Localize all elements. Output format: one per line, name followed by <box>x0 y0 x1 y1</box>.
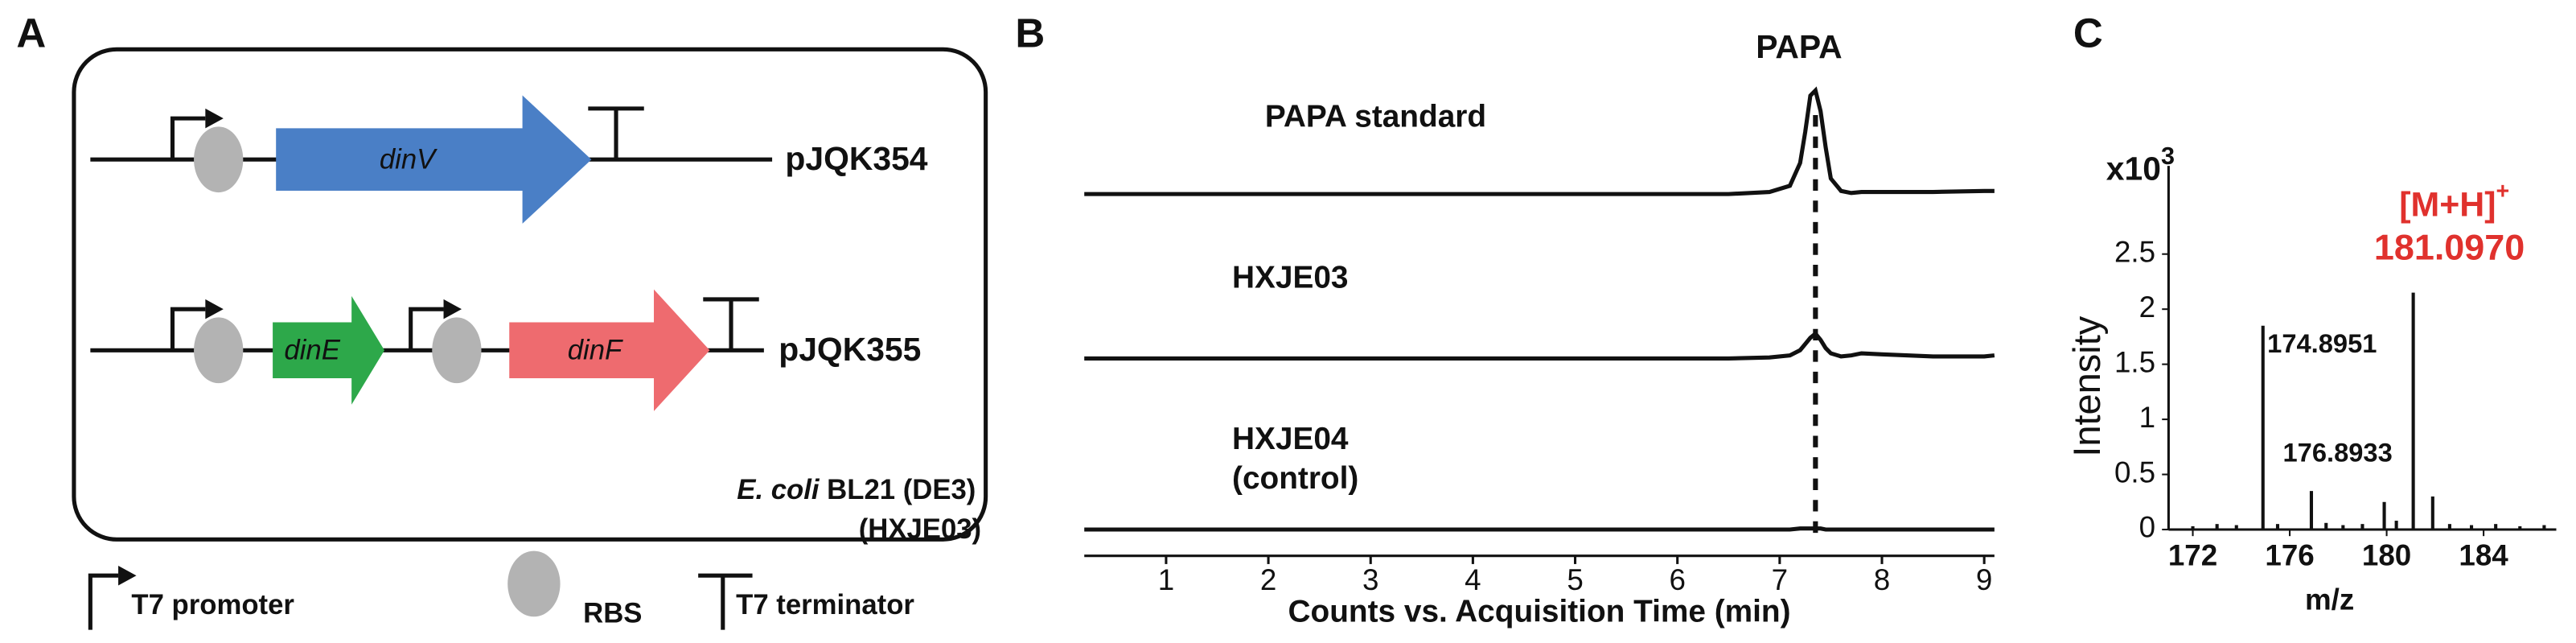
x-tick-label: 1 <box>1158 563 1174 596</box>
legend-label: RBS <box>583 598 642 629</box>
plasmid-label: pJQK354 <box>785 140 927 177</box>
legend-symbols <box>88 573 753 630</box>
rbs <box>194 317 244 384</box>
y-tick-label: 1 <box>2139 401 2155 434</box>
y-tick-label: 0 <box>2139 511 2155 544</box>
rbs <box>432 317 482 384</box>
peak-annotation: 176.8933 <box>2283 438 2393 468</box>
x-tick-label: 9 <box>1976 563 1992 596</box>
x-tick-label: 184 <box>2459 538 2508 571</box>
promoter-arrowhead <box>443 299 462 319</box>
gene-label: dinE <box>284 335 340 365</box>
x-tick-label: 4 <box>1465 563 1481 596</box>
legend-rbs <box>507 550 561 617</box>
x-tick-label: 2 <box>1260 563 1276 596</box>
trace-label: HXJE03 <box>1232 261 1348 295</box>
trace <box>1084 331 1995 361</box>
host-strain: BL21 (DE3) <box>827 475 976 505</box>
host-label: E. coli BL21 (DE3) <box>737 475 976 505</box>
y-multiplier-base: x10 <box>2106 150 2161 187</box>
x-tick-label: 180 <box>2362 538 2411 571</box>
x-axis-label: Counts vs. Acquisition Time (min) <box>1288 594 1791 629</box>
x-tick-label: 7 <box>1772 563 1788 596</box>
y-tick-label: 0.5 <box>2114 455 2155 488</box>
y-tick-label: 2 <box>2139 291 2155 324</box>
y-tick-label: 1.5 <box>2114 345 2155 378</box>
main-peak-label: 181.0970 <box>2374 226 2525 267</box>
gene-label: dinF <box>568 335 623 365</box>
y-multiplier-exp: 3 <box>2161 142 2175 170</box>
panel-label: C <box>2073 10 2103 56</box>
ion-formula: [M+H] <box>2399 186 2496 225</box>
x-tick-label: 176 <box>2265 538 2314 571</box>
x-tick-label: 172 <box>2168 538 2217 571</box>
gene-arrow <box>509 289 710 411</box>
panel-label: A <box>16 10 46 56</box>
x-tick-label: 8 <box>1874 563 1890 596</box>
y-axis-label: Intensity <box>2065 315 2108 457</box>
trace-label: HXJE04 <box>1232 422 1349 456</box>
gene-label: dinV <box>380 144 438 175</box>
ion-charge: + <box>2496 179 2509 204</box>
promoter-arrowhead <box>205 299 224 319</box>
trace <box>1084 86 1995 196</box>
y-multiplier: x103 <box>2106 142 2175 187</box>
peak-label: PAPA <box>1756 28 1842 65</box>
peak-annotation: 174.8951 <box>2267 328 2377 358</box>
rbs <box>194 126 244 193</box>
legend-arrowhead <box>118 565 137 586</box>
plasmid-label: pJQK355 <box>779 331 921 368</box>
ion-label: [M+H]+ <box>2399 179 2509 225</box>
legend-label: T7 promoter <box>131 590 294 620</box>
host-name: (HXJE03) <box>859 514 981 545</box>
trace-label: PAPA standard <box>1265 99 1486 134</box>
cell-box <box>72 47 988 542</box>
gene-arrow <box>276 95 592 224</box>
x-axis-label: m/z <box>2305 583 2354 616</box>
x-tick-label: 6 <box>1669 563 1685 596</box>
trace <box>1084 526 1995 532</box>
host-species: E. coli <box>737 475 820 505</box>
x-tick-label: 3 <box>1362 563 1378 596</box>
x-tick-label: 5 <box>1567 563 1583 596</box>
legend-label: T7 terminator <box>736 590 914 620</box>
y-tick-label: 2.5 <box>2114 235 2155 268</box>
panel-label: B <box>1015 10 1045 56</box>
trace-note: (control) <box>1232 461 1358 496</box>
gene-arrow <box>273 295 384 405</box>
